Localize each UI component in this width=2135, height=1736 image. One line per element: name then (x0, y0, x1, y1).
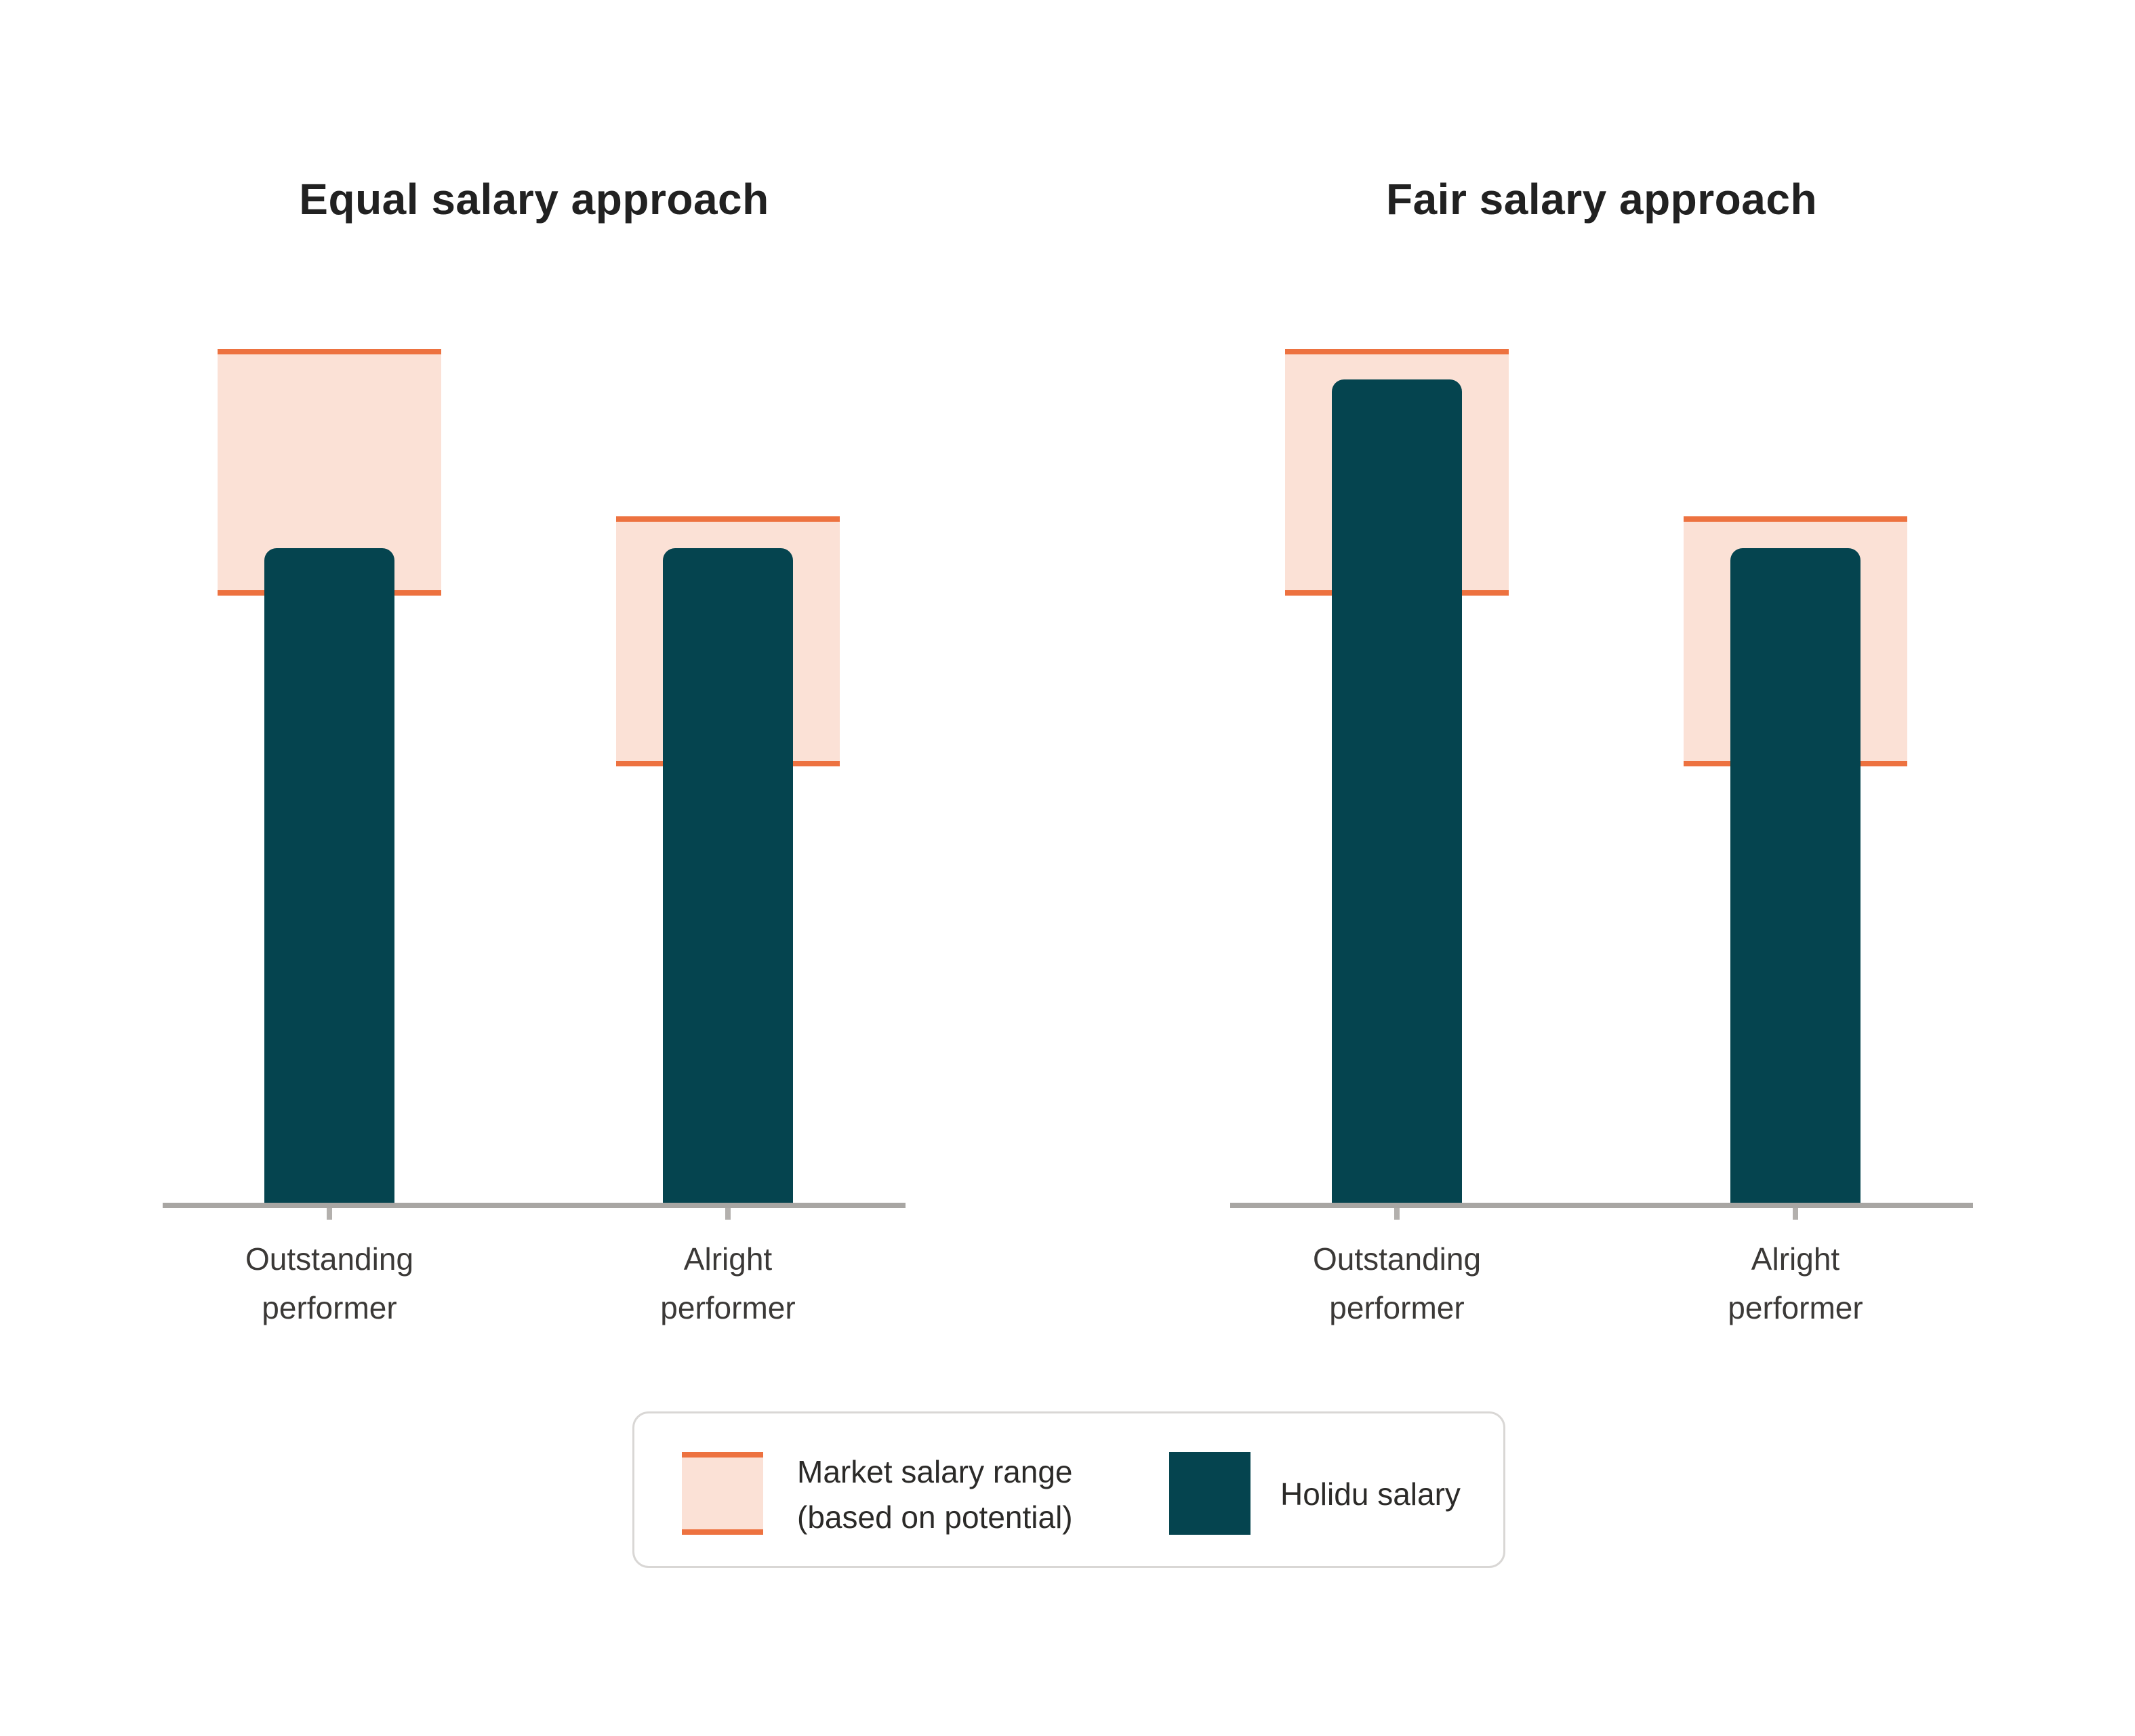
holidu-salary-bar (1730, 547, 1860, 1203)
holidu-salary-label: Holidu salary (1280, 1476, 1461, 1512)
legend: Market salary range (based on potential)… (632, 1411, 1505, 1568)
axis-label: Outstanding performer (245, 1241, 414, 1325)
right-panel-title: Fair salary approach (1385, 175, 1818, 224)
holidu-salary-bar (264, 547, 394, 1203)
axis-tick (725, 1208, 731, 1220)
axis-label: Alright performer (660, 1241, 796, 1325)
axis-tick (1793, 1208, 1798, 1220)
axis-label: Alright performer (1728, 1241, 1863, 1325)
holidu-salary-bar (663, 547, 793, 1203)
axis-tick (327, 1208, 332, 1220)
axis-tick (1394, 1208, 1400, 1220)
holidu-salary-swatch (1169, 1452, 1250, 1535)
holidu-salary-bar (1332, 379, 1462, 1203)
market-salary-range-label: Market salary range (based on potential) (797, 1449, 1073, 1540)
legend-label-line: Market salary range (797, 1454, 1073, 1489)
axis-label: Outstanding performer (1312, 1241, 1482, 1325)
legend-label-line: (based on potential) (797, 1500, 1073, 1535)
left-panel-title: Equal salary approach (299, 175, 769, 224)
x-axis-line (1230, 1203, 1973, 1208)
market-salary-range-swatch (682, 1452, 763, 1535)
x-axis-line (163, 1203, 906, 1208)
